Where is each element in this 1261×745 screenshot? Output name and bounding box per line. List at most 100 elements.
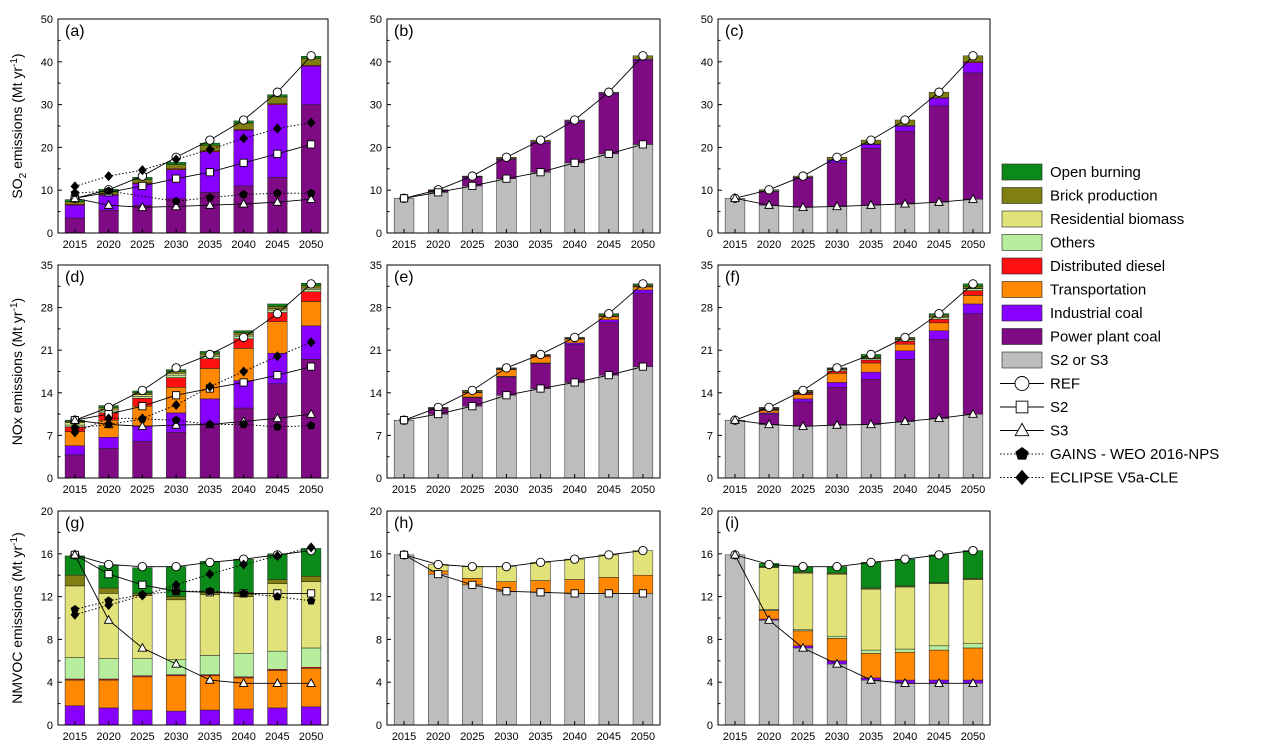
bar-power-plant-coal xyxy=(199,424,220,479)
bar-power-plant-coal xyxy=(564,121,585,164)
x-tick-label: 2035 xyxy=(528,484,552,496)
marker-ref xyxy=(272,87,283,97)
x-tick-label: 2035 xyxy=(859,239,883,251)
marker-gains-weo-2016-nps xyxy=(205,586,215,595)
y-tick-label: 0 xyxy=(707,720,713,732)
y-tick-label: 35 xyxy=(41,260,53,272)
bar-residential-biomass xyxy=(826,573,848,637)
y-axis-label-part: -1 xyxy=(9,302,20,311)
marker-ref xyxy=(535,557,546,568)
marker-s3 xyxy=(306,677,317,687)
marker-s3 xyxy=(764,419,774,429)
bar-industrial-coal xyxy=(860,144,882,149)
marker-s3 xyxy=(204,674,215,684)
legend-label: Transportation xyxy=(1050,282,1146,299)
legend-label: REF xyxy=(1050,376,1080,393)
y-tick-label: 40 xyxy=(701,57,713,69)
bar-distributed-diesel xyxy=(199,358,220,369)
x-tick-label: 2025 xyxy=(130,484,154,496)
marker-s3 xyxy=(730,414,740,424)
x-tick-label: 2040 xyxy=(893,484,917,496)
marker-gains-weo-2016-nps xyxy=(205,419,215,429)
bar-s2-or-s3 xyxy=(632,593,654,726)
line-gains-weo-2016-nps xyxy=(74,590,312,610)
marker-ref xyxy=(238,332,249,343)
legend-marker-circle xyxy=(1014,376,1030,391)
marker-eclipse-v5a-cle xyxy=(171,579,181,590)
y-axis-label-part: ) xyxy=(9,298,25,303)
marker-s2 xyxy=(273,371,282,380)
bar-brick-production xyxy=(166,596,187,601)
marker-s3 xyxy=(137,201,148,211)
marker-eclipse-v5a-cle xyxy=(104,600,113,611)
x-tick-label: 2045 xyxy=(597,731,621,743)
x-tick-label: 2015 xyxy=(392,731,416,743)
y-tick-label: 10 xyxy=(41,185,53,197)
marker-s2 xyxy=(434,410,443,419)
y-tick-label: 35 xyxy=(701,260,713,272)
marker-s3 xyxy=(204,199,215,209)
marker-ref xyxy=(900,115,910,125)
marker-s3 xyxy=(103,199,114,209)
y-tick-label: 0 xyxy=(47,720,53,732)
line-ref xyxy=(403,550,643,568)
bar-transportation xyxy=(894,343,916,352)
bar-s2-or-s3 xyxy=(826,663,848,726)
x-tick-label: 2050 xyxy=(631,731,655,743)
bar-transportation xyxy=(860,362,882,373)
y-tick-label: 0 xyxy=(47,228,53,240)
marker-ref xyxy=(535,349,546,360)
bar-s2-or-s3 xyxy=(928,201,950,234)
y-tick-label: 30 xyxy=(41,100,53,112)
bar-distributed-diesel xyxy=(860,359,882,364)
x-tick-label: 2015 xyxy=(63,484,87,496)
bar-power-plant-coal xyxy=(166,432,187,479)
line-s3 xyxy=(734,197,974,208)
x-tick-label: 2040 xyxy=(231,731,255,743)
y-tick-label: 40 xyxy=(370,57,382,69)
panel-label: (d) xyxy=(65,269,85,286)
bar-transportation xyxy=(826,638,848,662)
marker-s2 xyxy=(468,181,477,190)
marker-eclipse-v5a-cle xyxy=(70,609,80,620)
marker-s3 xyxy=(866,199,876,209)
y-tick-label: 10 xyxy=(370,185,382,197)
bar-distributed-diesel xyxy=(928,318,950,324)
marker-s3 xyxy=(137,420,148,430)
bar-brick-production xyxy=(166,164,187,170)
bar-s2-or-s3 xyxy=(894,421,916,479)
marker-gains-weo-2016-nps xyxy=(205,192,215,202)
marker-ref xyxy=(501,363,512,373)
x-tick-label: 2015 xyxy=(63,239,87,251)
x-tick-label: 2030 xyxy=(494,731,518,743)
marker-s2 xyxy=(273,149,282,158)
marker-ref xyxy=(968,279,978,289)
marker-s3 xyxy=(798,201,808,211)
line-eclipse-v5a-cle xyxy=(74,546,312,616)
marker-ref xyxy=(900,332,910,343)
marker-eclipse-v5a-cle xyxy=(273,550,282,561)
marker-s2 xyxy=(468,580,477,589)
marker-ref xyxy=(866,557,876,568)
bar-s2-or-s3 xyxy=(428,192,449,234)
panel-g: 0 4 8 12 16 20 2015 2020 2025 2030 2035 2040 2045 205… xyxy=(41,506,329,743)
marker-s3 xyxy=(934,677,944,687)
x-tick-label: 2045 xyxy=(927,484,951,496)
y-tick-label: 40 xyxy=(41,57,53,69)
marker-s3 xyxy=(832,419,842,429)
x-tick-label: 2015 xyxy=(723,239,747,251)
legend-marker-pentagon xyxy=(1015,447,1029,460)
marker-eclipse-v5a-cle xyxy=(104,171,113,182)
y-axis-label-part: emissions (Mt yr xyxy=(9,546,25,652)
bar-transportation xyxy=(301,668,322,708)
panel-label: (a) xyxy=(65,23,85,40)
bar-power-plant-coal xyxy=(301,359,322,479)
line-ref xyxy=(403,283,644,421)
y-axis-label-part: ) xyxy=(9,532,25,537)
x-tick-label: 2030 xyxy=(494,484,518,496)
marker-gains-weo-2016-nps xyxy=(306,188,316,197)
y-tick-label: 20 xyxy=(701,142,713,154)
marker-s3 xyxy=(832,201,842,211)
y-tick-label: 8 xyxy=(47,634,53,646)
marker-s2 xyxy=(172,174,181,183)
